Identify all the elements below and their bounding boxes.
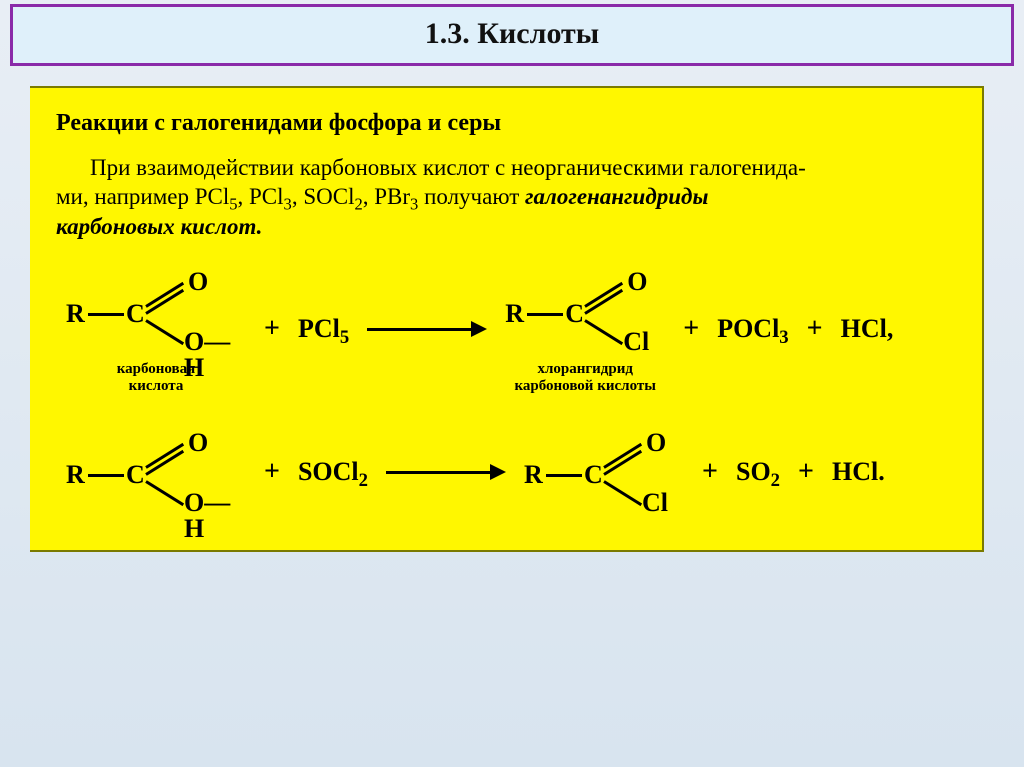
acylchloride-structure: R C O Cl [505,263,665,359]
reaction-1: R C O O—H карбоновая кислота + PCl5 R C [66,263,956,394]
sub-2: 2 [354,195,362,214]
sub-5: 5 [229,195,237,214]
atom-c: C [126,301,145,327]
product-pocl3: POCl3 [717,314,788,344]
plus-2c: + [798,456,814,488]
atom-o-top2: O [627,269,647,295]
atom-oh: O—H [184,329,246,381]
content-panel: Реакции с галогенидами фосфора и серы Пр… [30,86,984,552]
para-l2b: , PCl [238,184,284,209]
page-title: 1.3. Кислоты [13,17,1011,51]
label-acylchloride: хлорангидрид карбоновой кислоты [514,361,655,394]
sub-3: 3 [284,195,292,214]
plus-2b: + [702,456,718,488]
para-l2a: ми, например PCl [56,184,229,209]
atom-o-top3: O [188,430,208,456]
product-so2: SO2 [736,457,780,487]
atom-oh2: O—H [184,490,246,542]
reagent-pcl5: PCl5 [298,314,349,344]
reaction-arrow-2 [386,462,506,482]
atom-c3: C [126,462,145,488]
atom-cl: Cl [623,329,649,355]
atom-o-top: O [188,269,208,295]
acid-structure-2: R C O O—H [66,424,246,520]
para-l2c: , SOCl [292,184,355,209]
para-ital1: галогенангидриды [525,184,708,209]
atom-c4: C [584,462,603,488]
acid-structure: R C O O—H [66,263,246,359]
reaction-2: R C O O—H + SOCl2 R C O Cl [66,424,956,520]
para-l2e: получают [418,184,525,209]
para-ital2: карбоновых кислот. [56,214,262,239]
plus-1c: + [807,313,823,345]
reactant-acid-2: R C O O—H [66,424,246,520]
plus-2a: + [264,456,280,488]
reactant-acid: R C O O—H карбоновая кислота [66,263,246,394]
title-bar: 1.3. Кислоты [10,4,1014,66]
para-l2d: , PBr [363,184,410,209]
reaction-arrow-1 [367,319,487,339]
section-heading: Реакции с галогенидами фосфора и серы [56,110,956,137]
product-acylchloride: R C O Cl хлорангидрид карбоновой кислоты [505,263,665,394]
acylchloride-structure-2: R C O Cl [524,424,684,520]
product-acylchloride-2: R C O Cl [524,424,684,520]
intro-paragraph: При взаимодействии карбоновых кислот с н… [56,153,956,241]
atom-r2: R [505,301,524,327]
atom-r3: R [66,462,85,488]
atom-cl2: Cl [642,490,668,516]
plus-1a: + [264,313,280,345]
reagent-socl2: SOCl2 [298,457,368,487]
atom-o-top4: O [646,430,666,456]
plus-1b: + [683,313,699,345]
para-line1: При взаимодействии карбоновых кислот с н… [90,155,806,180]
atom-c2: C [565,301,584,327]
atom-r: R [66,301,85,327]
product-hcl-2: HCl. [832,457,885,487]
atom-r4: R [524,462,543,488]
product-hcl-1: HCl, [841,314,894,344]
